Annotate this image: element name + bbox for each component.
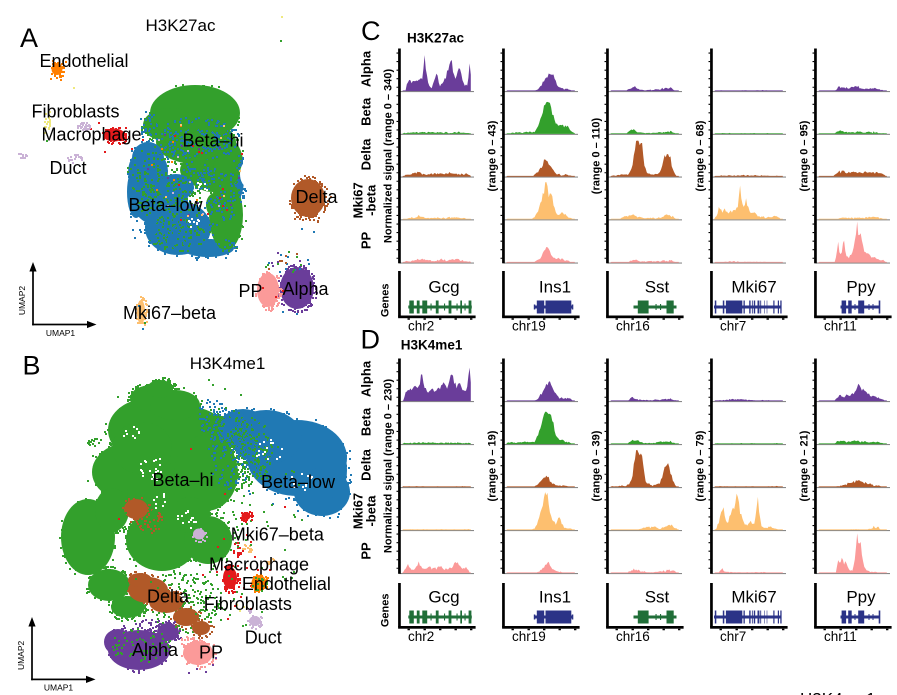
- svg-text:Normalized signal (range 0 – 3: Normalized signal (range 0 – 340): [383, 69, 395, 244]
- svg-text:Fibroblasts: Fibroblasts: [204, 594, 292, 614]
- svg-text:Mki67–beta: Mki67–beta: [123, 303, 217, 323]
- svg-text:(range 0 – 95): (range 0 – 95): [799, 120, 811, 191]
- svg-text:Delta: Delta: [295, 187, 338, 207]
- svg-text:chr2: chr2: [408, 629, 434, 644]
- svg-text:H3K27ac: H3K27ac: [146, 16, 216, 35]
- svg-text:UMAP1: UMAP1: [46, 328, 76, 338]
- svg-text:A: A: [20, 23, 38, 53]
- svg-text:Duct: Duct: [49, 158, 86, 178]
- svg-text:-beta: -beta: [364, 184, 379, 216]
- svg-text:chr16: chr16: [616, 629, 650, 644]
- svg-text:PP: PP: [238, 281, 262, 301]
- svg-text:Mki67: Mki67: [731, 278, 776, 297]
- svg-text:(range 0 – 68): (range 0 – 68): [695, 120, 707, 191]
- svg-text:(range 0 – 19): (range 0 – 19): [487, 430, 499, 501]
- svg-text:Gcg: Gcg: [428, 588, 459, 607]
- svg-text:H3K4me1 and: H3K4me1 and: [800, 690, 897, 695]
- svg-text:UMAP2: UMAP2: [17, 286, 27, 316]
- svg-text:chr19: chr19: [512, 629, 546, 644]
- svg-text:UMAP1: UMAP1: [44, 683, 74, 693]
- svg-text:Beta–hi: Beta–hi: [152, 470, 213, 490]
- svg-text:Fibroblasts: Fibroblasts: [31, 102, 119, 122]
- svg-text:Delta: Delta: [147, 587, 190, 607]
- svg-text:Ins1: Ins1: [539, 278, 571, 297]
- svg-text:Beta–low: Beta–low: [261, 472, 336, 492]
- svg-text:Duct: Duct: [245, 628, 282, 648]
- svg-text:(range 0 – 79): (range 0 – 79): [695, 430, 707, 501]
- svg-text:Alpha: Alpha: [359, 50, 374, 87]
- svg-text:chr11: chr11: [824, 319, 857, 334]
- svg-text:Mki67: Mki67: [731, 588, 776, 607]
- svg-text:Beta: Beta: [359, 97, 374, 126]
- svg-text:chr2: chr2: [408, 319, 434, 334]
- svg-text:Mki67: Mki67: [351, 182, 366, 218]
- svg-text:(range 0 – 43): (range 0 – 43): [487, 120, 499, 191]
- svg-text:Beta–hi: Beta–hi: [182, 131, 243, 151]
- svg-text:Ppy: Ppy: [846, 588, 876, 607]
- svg-text:Macrophage: Macrophage: [209, 555, 309, 575]
- svg-text:Macrophage: Macrophage: [41, 125, 141, 145]
- svg-text:Ins1: Ins1: [539, 588, 571, 607]
- svg-text:UMAP2: UMAP2: [16, 640, 26, 670]
- svg-text:Mki67–beta: Mki67–beta: [231, 525, 325, 545]
- svg-text:-beta: -beta: [364, 495, 379, 527]
- svg-text:(range 0 – 21): (range 0 – 21): [799, 430, 811, 501]
- svg-text:PP: PP: [359, 232, 374, 250]
- svg-text:chr11: chr11: [824, 629, 857, 644]
- svg-text:Beta: Beta: [359, 407, 374, 436]
- svg-text:C: C: [361, 16, 381, 46]
- svg-text:PP: PP: [199, 643, 223, 663]
- svg-text:(range 0 – 39): (range 0 – 39): [591, 430, 603, 501]
- svg-text:Alpha: Alpha: [132, 640, 179, 660]
- svg-text:H3K4me1: H3K4me1: [401, 338, 463, 353]
- svg-text:PP: PP: [359, 542, 374, 560]
- svg-text:Delta: Delta: [359, 138, 374, 171]
- svg-text:Alpha: Alpha: [359, 360, 374, 397]
- svg-text:Beta–low: Beta–low: [128, 195, 203, 215]
- svg-text:chr7: chr7: [720, 629, 746, 644]
- svg-text:Delta: Delta: [359, 448, 374, 481]
- svg-text:Genes: Genes: [380, 593, 392, 627]
- svg-text:H3K27ac: H3K27ac: [407, 31, 465, 46]
- svg-text:Alpha: Alpha: [282, 279, 329, 299]
- svg-text:D: D: [361, 325, 381, 355]
- svg-text:Ppy: Ppy: [846, 278, 876, 297]
- svg-text:Normalized signal (range 0 – 2: Normalized signal (range 0 – 230): [383, 379, 395, 554]
- svg-text:H3K4me1: H3K4me1: [190, 354, 266, 373]
- svg-text:Sst: Sst: [645, 588, 670, 607]
- svg-text:Sst: Sst: [645, 278, 670, 297]
- svg-text:Genes: Genes: [380, 283, 392, 317]
- svg-text:chr16: chr16: [616, 319, 650, 334]
- svg-text:chr7: chr7: [720, 319, 746, 334]
- svg-text:B: B: [23, 351, 41, 381]
- svg-text:Mki67: Mki67: [351, 493, 366, 529]
- svg-text:Gcg: Gcg: [428, 278, 459, 297]
- svg-text:Endothelial: Endothelial: [39, 51, 128, 71]
- svg-text:chr19: chr19: [512, 319, 546, 334]
- svg-text:(range 0 – 110): (range 0 – 110): [591, 117, 603, 194]
- svg-text:Endothelial: Endothelial: [242, 574, 331, 594]
